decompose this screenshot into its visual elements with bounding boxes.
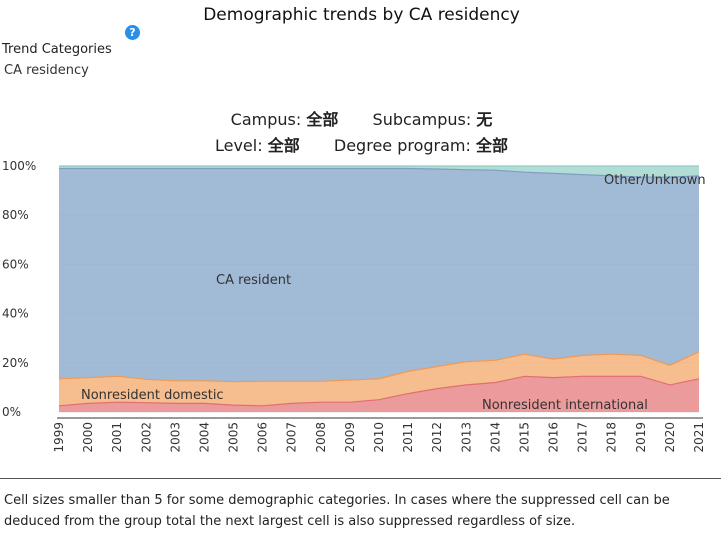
area-series-other-unknown bbox=[59, 166, 699, 178]
divider bbox=[0, 478, 721, 479]
filter-row-1: Campus: 全部 Subcampus: 无 bbox=[0, 106, 723, 130]
series-label: CA resident bbox=[216, 273, 291, 288]
area-series-nonresident-domestic bbox=[59, 351, 699, 406]
subcampus-label: Subcampus: bbox=[372, 110, 472, 129]
x-tick-label: 2001 bbox=[110, 422, 124, 453]
x-tick-label: 2009 bbox=[343, 422, 357, 453]
x-tick-label: 2019 bbox=[634, 422, 648, 453]
x-tick-label: 2014 bbox=[488, 422, 502, 453]
x-tick-label: 2012 bbox=[430, 422, 444, 453]
series-label: Nonresident domestic bbox=[81, 388, 224, 403]
x-tick-label: 2016 bbox=[547, 422, 561, 453]
series-label: Nonresident international bbox=[482, 398, 648, 413]
area-series-ca-resident bbox=[59, 168, 699, 382]
degree-program-label: Degree program: bbox=[333, 136, 471, 155]
trend-categories-label: Trend Categories bbox=[2, 42, 112, 57]
series-line bbox=[59, 167, 700, 178]
x-tick-label: 2008 bbox=[314, 422, 328, 453]
x-tick-label: 2003 bbox=[168, 422, 182, 453]
level-value[interactable]: 全部 bbox=[267, 136, 300, 155]
stacked-area-chart: 0% 20% 40% 60% 80% 100% 1999 2000 2001 2002 2003 20… bbox=[2, 160, 706, 453]
subcampus-value[interactable]: 无 bbox=[476, 110, 493, 129]
trend-categories-value[interactable]: CA residency bbox=[4, 63, 89, 78]
series-line bbox=[58, 375, 700, 407]
series-line bbox=[58, 351, 700, 383]
level-label: Level: bbox=[214, 136, 263, 155]
x-tick-label: 2005 bbox=[227, 422, 241, 453]
question-mark-icon[interactable]: ? bbox=[125, 25, 140, 40]
x-tick-label: 2015 bbox=[517, 422, 531, 453]
x-tick-label: 2021 bbox=[692, 422, 706, 453]
x-tick-label: 2017 bbox=[576, 422, 590, 453]
y-tick-label: 40% bbox=[2, 307, 29, 321]
degree-program-value[interactable]: 全部 bbox=[476, 136, 509, 155]
x-tick-label: 2011 bbox=[401, 422, 415, 453]
x-tick-label: 2018 bbox=[605, 422, 619, 453]
y-tick-label: 80% bbox=[2, 208, 29, 222]
x-tick-label: 2000 bbox=[81, 422, 95, 453]
chart-title: Demographic trends by CA residency bbox=[203, 5, 520, 25]
x-tick-label: 2002 bbox=[139, 422, 153, 453]
x-tick-label: 2013 bbox=[459, 422, 473, 453]
x-tick-label: 2004 bbox=[197, 422, 211, 453]
filter-row-2: Level: 全部 Degree program: 全部 bbox=[0, 132, 723, 156]
y-tick-label: 100% bbox=[2, 160, 36, 173]
x-tick-label: 1999 bbox=[52, 422, 66, 453]
x-tick-label: 2007 bbox=[285, 422, 299, 453]
y-tick-label: 0% bbox=[2, 405, 21, 419]
x-tick-label: 2010 bbox=[372, 422, 386, 453]
x-tick-label: 2020 bbox=[663, 422, 677, 453]
campus-value[interactable]: 全部 bbox=[306, 110, 339, 129]
campus-label: Campus: bbox=[230, 110, 302, 129]
y-tick-label: 60% bbox=[2, 257, 29, 271]
footnote: Cell sizes smaller than 5 for some demog… bbox=[4, 493, 670, 529]
series-label: Other/Unknown bbox=[604, 173, 706, 188]
x-tick-label: 2006 bbox=[256, 422, 270, 453]
y-tick-label: 20% bbox=[2, 356, 29, 370]
area-series-nonresident-international bbox=[59, 376, 699, 412]
